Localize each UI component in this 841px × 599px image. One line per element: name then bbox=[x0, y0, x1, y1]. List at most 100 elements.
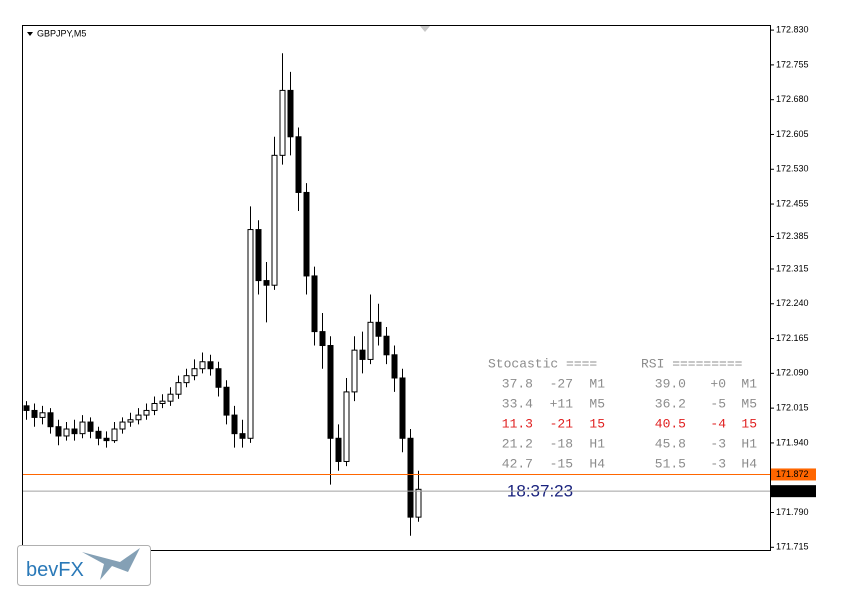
logo-bird bbox=[82, 548, 140, 580]
y-tick-label: 172.755 bbox=[776, 59, 809, 69]
candle-body bbox=[391, 354, 398, 379]
y-tick-label: 172.830 bbox=[776, 24, 809, 34]
candle-body bbox=[399, 377, 406, 439]
panel-cell: H4 bbox=[741, 456, 757, 471]
candle-body bbox=[367, 321, 374, 360]
candle-body bbox=[343, 391, 350, 462]
candle-body bbox=[79, 421, 86, 435]
panel-cell: -21 bbox=[550, 416, 574, 431]
panel-cell: -18 bbox=[550, 436, 573, 451]
candle-body bbox=[23, 405, 30, 411]
candle-body bbox=[287, 89, 294, 138]
candle-body bbox=[311, 275, 318, 333]
candle-body bbox=[239, 433, 246, 439]
panel-cell: +11 bbox=[550, 396, 574, 411]
price-label-bg bbox=[771, 485, 816, 498]
candle-body bbox=[103, 437, 110, 442]
y-tick-label: 172.680 bbox=[776, 94, 809, 104]
candle-body bbox=[215, 368, 222, 388]
y-tick-label: 171.940 bbox=[776, 437, 809, 447]
y-tick-label: 172.455 bbox=[776, 198, 809, 208]
panel-cell: 36.2 bbox=[655, 396, 686, 411]
panel-cell: 11.3 bbox=[502, 416, 533, 431]
panel-cell: -3 bbox=[710, 456, 726, 471]
candle-body bbox=[199, 361, 206, 370]
candle-body bbox=[247, 229, 254, 439]
candle-body bbox=[279, 89, 286, 156]
candle-body bbox=[183, 375, 190, 384]
candle-body bbox=[359, 349, 366, 360]
candle-body bbox=[127, 419, 134, 423]
panel-cell: 39.0 bbox=[655, 376, 686, 391]
candle-body bbox=[263, 280, 270, 286]
y-tick-label: 171.715 bbox=[776, 542, 809, 552]
y-tick-label: 172.530 bbox=[776, 164, 809, 174]
candle-body bbox=[223, 386, 230, 416]
candle-body bbox=[375, 321, 382, 337]
panel-cell: M1 bbox=[589, 376, 605, 391]
y-tick-label: 172.240 bbox=[776, 298, 809, 308]
candle-body bbox=[87, 421, 94, 432]
candle-body bbox=[55, 426, 62, 437]
y-tick-label: 172.605 bbox=[776, 129, 809, 139]
panel-cell: 15 bbox=[741, 416, 757, 431]
candle-body bbox=[95, 430, 102, 439]
candle-body bbox=[407, 437, 414, 518]
candle-body bbox=[71, 428, 78, 435]
candle-body bbox=[31, 409, 38, 418]
price-label: 171.836 bbox=[776, 486, 809, 496]
y-tick-label: 172.090 bbox=[776, 368, 809, 378]
panel-cell: 21.2 bbox=[502, 436, 533, 451]
panel-cell: M1 bbox=[741, 376, 757, 391]
panel-cell: 33.4 bbox=[502, 396, 533, 411]
panel-cell: -4 bbox=[710, 416, 726, 431]
candle-body bbox=[383, 335, 390, 356]
shift-marker[interactable] bbox=[420, 26, 430, 32]
candle-body bbox=[175, 382, 182, 395]
candle-body bbox=[351, 349, 358, 393]
y-tick-label: 171.790 bbox=[776, 507, 809, 517]
y-tick-label: 172.165 bbox=[776, 333, 809, 343]
panel-cell: +0 bbox=[710, 376, 726, 391]
candle-body bbox=[111, 428, 118, 442]
panel-cell: -27 bbox=[550, 376, 573, 391]
candle-body bbox=[119, 421, 126, 430]
panel-cell: -3 bbox=[710, 436, 726, 451]
price-label-bg bbox=[771, 468, 816, 481]
panel-cell: 42.7 bbox=[502, 456, 533, 471]
panel-cell: 51.5 bbox=[655, 456, 686, 471]
candle-body bbox=[207, 361, 214, 370]
price-label: 171.872 bbox=[776, 469, 809, 479]
panel-cell: H1 bbox=[589, 436, 605, 451]
panel-header: RSI ========= bbox=[641, 356, 743, 371]
plot-frame bbox=[22, 25, 771, 551]
candle-body bbox=[159, 400, 166, 404]
candle-body bbox=[303, 191, 310, 277]
panel-cell: 15 bbox=[589, 416, 605, 431]
candle-body bbox=[415, 488, 422, 518]
candle-body bbox=[231, 414, 238, 435]
chart-title: GBPJPY,M5 bbox=[37, 28, 86, 38]
panel-cell: H1 bbox=[741, 436, 757, 451]
candle-body bbox=[327, 345, 334, 439]
panel-cell: -5 bbox=[710, 396, 726, 411]
candle-body bbox=[335, 437, 342, 462]
panel-cell: M5 bbox=[589, 396, 605, 411]
candle-body bbox=[39, 412, 46, 418]
candle-body bbox=[319, 331, 326, 347]
symbol-menu-arrow[interactable] bbox=[27, 32, 33, 36]
logo-box bbox=[17, 545, 151, 586]
candle-body bbox=[271, 154, 278, 286]
y-tick-label: 172.315 bbox=[776, 263, 809, 273]
panel-cell: -15 bbox=[550, 456, 573, 471]
panel-cell: 37.8 bbox=[502, 376, 533, 391]
candle-body bbox=[295, 136, 302, 193]
logo[interactable]: bevFX bbox=[17, 545, 151, 586]
y-tick-label: 172.385 bbox=[776, 231, 809, 241]
candle-body bbox=[167, 393, 174, 402]
candle-body bbox=[63, 428, 70, 437]
panel-cell: 45.8 bbox=[655, 436, 686, 451]
panel-header: Stocastic ==== bbox=[488, 356, 597, 371]
panel-cell: H4 bbox=[589, 456, 605, 471]
